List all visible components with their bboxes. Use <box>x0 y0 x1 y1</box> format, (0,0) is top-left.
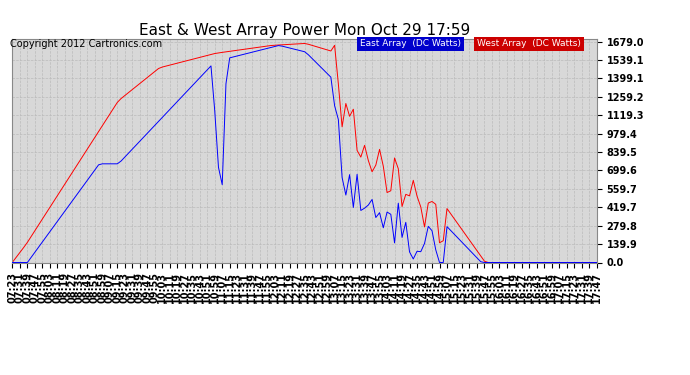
Text: Copyright 2012 Cartronics.com: Copyright 2012 Cartronics.com <box>10 39 162 50</box>
Title: East & West Array Power Mon Oct 29 17:59: East & West Array Power Mon Oct 29 17:59 <box>139 23 471 38</box>
Text: East Array  (DC Watts): East Array (DC Watts) <box>360 39 461 48</box>
Text: West Array  (DC Watts): West Array (DC Watts) <box>477 39 581 48</box>
